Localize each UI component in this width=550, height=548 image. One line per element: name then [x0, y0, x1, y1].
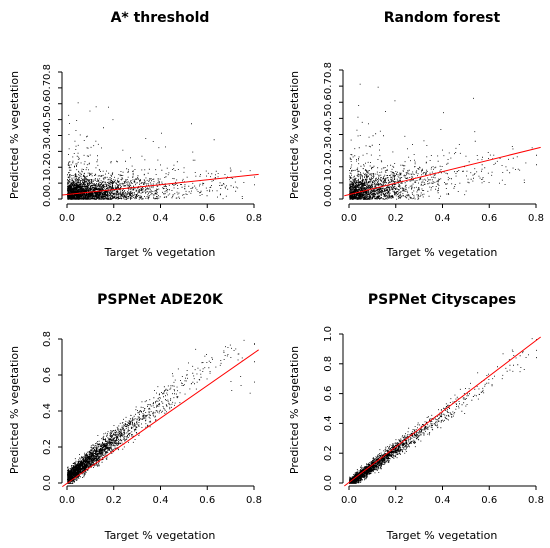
y-tick-label: 0.4	[42, 403, 53, 419]
y-tick-label: 0.7	[323, 78, 334, 94]
y-axis-label: Predicted % vegetation	[288, 71, 301, 199]
y-axis-label: Predicted % vegetation	[288, 346, 301, 474]
y-tick-label: 0.2	[42, 159, 53, 175]
x-tick-label: 0.2	[106, 495, 122, 506]
y-axis-label: Predicted % vegetation	[8, 346, 21, 474]
y-tick-label: 0.6	[42, 367, 53, 383]
y-tick-label: 0.6	[323, 94, 334, 110]
x-tick-label: 0.0	[341, 495, 357, 506]
y-tick-label: 0.3	[42, 143, 53, 159]
y-tick-label: 0.3	[323, 143, 334, 159]
x-tick-label: 0.8	[246, 213, 262, 224]
chart-title: PSPNet Cityscapes	[368, 292, 516, 308]
x-tick-label: 0.0	[341, 213, 357, 224]
scatter-point-cloud	[349, 338, 537, 484]
y-axis: 0.0 0.2 0.4 0.6 0.8	[42, 331, 63, 491]
x-axis: 0.0 0.2 0.4 0.6 0.8	[341, 485, 544, 506]
y-tick-label: 0.2	[323, 159, 334, 175]
panel-a-star-threshold: A* threshold 0.00.10.20.30.40.50.60.70.8…	[8, 10, 262, 259]
y-tick-label: 0.6	[42, 96, 53, 112]
x-axis-label: Target % vegetation	[386, 246, 498, 259]
panel-pspnet-ade20k: PSPNet ADE20K 0.00.20.40.60.8 0.0 0.2 0.4 0…	[8, 292, 262, 542]
y-tick-label: 0.1	[42, 175, 53, 191]
scatter-points	[349, 83, 537, 200]
fit-line	[344, 146, 541, 197]
y-tick-label: 0.0	[42, 475, 53, 491]
x-tick-label: 0.0	[59, 495, 75, 506]
chart-title: Random forest	[384, 10, 501, 26]
x-axis-label: Target % vegetation	[386, 529, 498, 542]
panel-random-forest: Random forest 0.00.10.20.30.40.50.60.70.…	[288, 10, 544, 259]
x-tick-label: 0.0	[59, 213, 75, 224]
x-tick-label: 0.8	[528, 213, 544, 224]
y-axis: 0.00.10.20.30.40.50.60.70.8	[42, 64, 63, 207]
y-tick-label: 0.2	[42, 439, 53, 455]
x-tick-label: 0.6	[481, 213, 497, 224]
y-tick-label: 0.0	[42, 191, 53, 207]
x-tick-label: 0.2	[106, 213, 122, 224]
chart-title: PSPNet ADE20K	[97, 292, 224, 308]
y-tick-label: 0.5	[42, 112, 53, 128]
x-tick-label: 0.2	[388, 213, 404, 224]
x-tick-label: 0.4	[153, 495, 169, 506]
y-tick-label: 0.4	[323, 127, 334, 143]
x-axis-label: Target % vegetation	[104, 529, 216, 542]
fit-line	[62, 349, 259, 488]
x-tick-label: 0.4	[153, 213, 169, 224]
y-tick-label: 0.4	[42, 128, 53, 144]
y-axis: 0.00.10.20.30.40.50.60.70.8	[323, 62, 344, 207]
x-axis: 0.0 0.2 0.4 0.6 0.8	[59, 203, 262, 224]
x-tick-label: 0.4	[435, 495, 451, 506]
y-tick-label: 0.4	[323, 415, 334, 431]
scatter-points	[67, 102, 255, 200]
x-tick-label: 0.8	[246, 495, 262, 506]
y-tick-label: 0.6	[323, 386, 334, 402]
scatter-point-cloud	[67, 102, 255, 200]
y-tick-label: 0.0	[323, 191, 334, 207]
y-tick-label: 0.5	[323, 110, 334, 126]
x-tick-label: 0.4	[435, 213, 451, 224]
x-axis: 0.0 0.2 0.4 0.6 0.8	[341, 203, 544, 224]
y-tick-label: 0.8	[323, 62, 334, 78]
fit-line	[344, 336, 541, 487]
y-tick-label: 0.0	[323, 475, 334, 491]
y-tick-label: 1.0	[323, 326, 334, 342]
scatter-points	[67, 339, 255, 484]
scatter-points	[349, 338, 537, 484]
scatter-point-cloud	[349, 83, 537, 200]
y-axis-label: Predicted % vegetation	[8, 71, 21, 199]
x-axis-label: Target % vegetation	[104, 246, 216, 259]
y-tick-label: 0.7	[42, 80, 53, 96]
y-tick-label: 0.8	[42, 64, 53, 80]
x-tick-label: 0.6	[481, 495, 497, 506]
x-tick-label: 0.8	[528, 495, 544, 506]
y-tick-label: 0.2	[323, 445, 334, 461]
chart-title: A* threshold	[111, 10, 210, 26]
panel-pspnet-cityscapes: PSPNet Cityscapes 0.0 0.2 0.4 0.6 0.8 1.0 0.0…	[288, 292, 544, 542]
y-tick-label: 0.8	[42, 331, 53, 347]
y-tick-label: 0.1	[323, 175, 334, 191]
y-tick-label: 0.8	[323, 356, 334, 372]
fit-line	[62, 173, 259, 196]
x-tick-label: 0.2	[388, 495, 404, 506]
x-tick-label: 0.6	[199, 213, 215, 224]
x-tick-label: 0.6	[199, 495, 215, 506]
scatter-point-cloud	[67, 339, 255, 484]
y-axis: 0.0 0.2 0.4 0.6 0.8 1.0	[323, 326, 344, 491]
x-axis: 0.0 0.2 0.4 0.6 0.8	[59, 485, 262, 506]
